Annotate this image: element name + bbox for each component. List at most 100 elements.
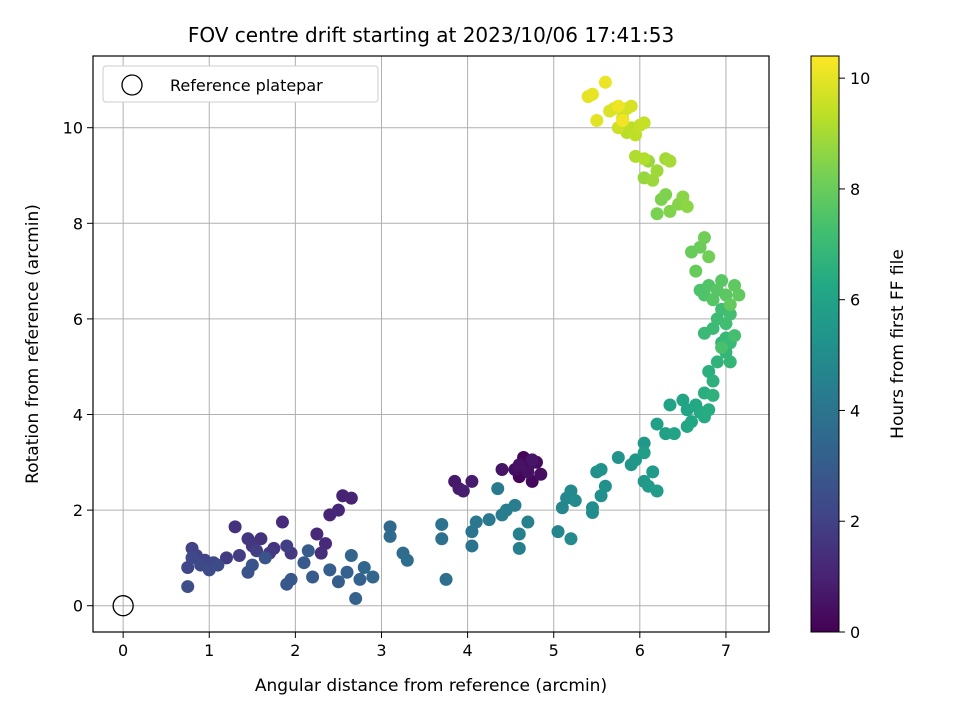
data-point [185, 551, 199, 565]
x-tick-label: 5 [549, 641, 559, 660]
data-point [702, 250, 716, 264]
colorbar-tick-label: 4 [850, 401, 860, 420]
data-point [728, 329, 742, 343]
data-point [663, 398, 677, 412]
x-tick-label: 6 [635, 641, 645, 660]
x-tick-label: 0 [118, 641, 128, 660]
data-point [710, 355, 724, 369]
data-point [521, 465, 535, 479]
data-point [245, 558, 259, 572]
data-point [590, 114, 604, 128]
data-point [314, 546, 328, 560]
data-point [568, 494, 582, 508]
data-point [495, 462, 509, 476]
y-tick-label: 10 [63, 119, 83, 138]
x-axis-label: Angular distance from reference (arcmin) [255, 676, 607, 696]
data-point [611, 99, 625, 113]
colorbar-tick-label: 6 [850, 291, 860, 310]
data-point [706, 374, 720, 388]
data-point [331, 575, 345, 589]
data-point [637, 116, 651, 130]
data-point [383, 520, 397, 534]
data-point [508, 498, 522, 512]
data-point [585, 87, 599, 101]
data-point [211, 558, 225, 572]
colorbar-tick-label: 8 [850, 180, 860, 199]
colorbar-ticks: 0 2 4 6 8 10 [839, 69, 870, 642]
data-point [715, 274, 729, 288]
data-point [400, 553, 414, 567]
data-point [435, 532, 449, 546]
y-axis: 0 2 4 6 8 10 [63, 119, 93, 616]
data-point [723, 355, 737, 369]
data-point [512, 541, 526, 555]
data-point [650, 417, 664, 431]
plot-frame [92, 55, 770, 633]
data-point [297, 556, 311, 570]
data-point [723, 307, 737, 321]
data-point [564, 532, 578, 546]
data-point [650, 484, 664, 498]
data-point [353, 572, 367, 586]
data-point [349, 592, 363, 606]
data-point [706, 388, 720, 402]
data-point [525, 453, 539, 467]
legend-entry-reference-platepar: Reference platepar [170, 76, 323, 95]
data-point [551, 525, 565, 539]
data-point [181, 580, 195, 594]
data-point [331, 503, 345, 517]
x-tick-label: 4 [463, 641, 473, 660]
colorbar-tick-label: 0 [850, 623, 860, 642]
data-point [383, 529, 397, 543]
data-point [646, 465, 660, 479]
data-point [512, 527, 526, 541]
data-point [456, 484, 470, 498]
data-point [715, 341, 729, 355]
legend: Reference platepar [102, 65, 379, 103]
y-tick-label: 4 [73, 406, 83, 425]
y-tick-label: 6 [73, 310, 83, 329]
data-point [629, 453, 643, 467]
data-point [306, 570, 320, 584]
data-point [616, 114, 630, 128]
colorbar-tick-label: 2 [850, 512, 860, 531]
data-point [465, 474, 479, 488]
data-point [254, 532, 268, 546]
colorbar-gradient [810, 55, 840, 633]
data-point [723, 298, 737, 312]
data-point [439, 572, 453, 586]
colorbar-tick-label: 10 [850, 69, 870, 88]
data-point [667, 427, 681, 441]
data-point [340, 565, 354, 579]
data-points [181, 75, 746, 606]
data-point [280, 539, 294, 553]
y-tick-label: 8 [73, 214, 83, 233]
data-point [637, 436, 651, 450]
x-tick-label: 3 [376, 641, 386, 660]
legend-marker-reference-platepar [121, 74, 143, 96]
chart-title: FOV centre drift starting at 2023/10/06 … [188, 23, 674, 47]
data-point [594, 462, 608, 476]
x-tick-label: 7 [721, 641, 731, 660]
y-tick-label: 0 [73, 597, 83, 616]
data-point [344, 549, 358, 563]
data-point [684, 415, 698, 429]
data-point [598, 75, 612, 89]
x-tick-label: 1 [204, 641, 214, 660]
data-point [689, 264, 703, 278]
data-point [301, 544, 315, 558]
colorbar-label: Hours from first FF file [888, 249, 908, 439]
data-point [344, 491, 358, 505]
data-point [534, 467, 548, 481]
data-point [637, 152, 651, 166]
data-point [697, 231, 711, 245]
data-point [469, 515, 483, 529]
data-point [512, 458, 526, 472]
data-point [465, 539, 479, 553]
legend-box [102, 65, 379, 103]
data-point [435, 517, 449, 531]
data-point [585, 501, 599, 515]
data-point [258, 551, 272, 565]
data-point [659, 188, 673, 202]
